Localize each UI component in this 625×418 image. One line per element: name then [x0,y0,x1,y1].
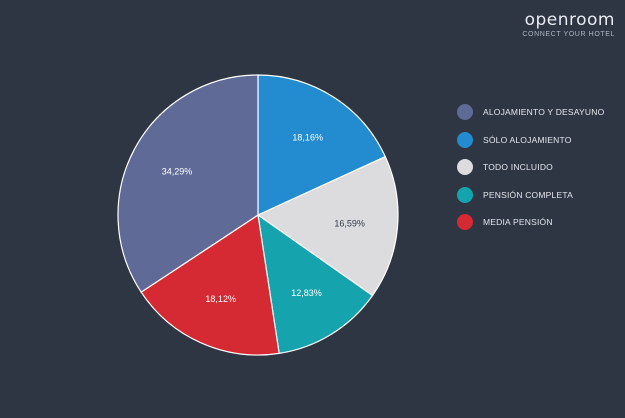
slice-value-label-4: 34,29% [162,166,193,176]
brand-tagline: CONNECT YOUR HOTEL [522,31,615,38]
legend-item-3: PENSIÓN COMPLETA [457,186,604,204]
slice-value-label-0: 18,16% [292,133,323,143]
legend-item-4: MEDIA PENSIÓN [457,213,604,231]
slice-value-label-1: 16,59% [334,218,365,228]
legend-item-2: TODO INCLUIDO [457,158,604,176]
legend-label: PENSIÓN COMPLETA [483,189,573,200]
legend-label: SÓLO ALOJAMIENTO [483,134,572,145]
pie-slice-2 [257,214,374,354]
brand-name: openroom [524,10,615,30]
chart-legend: ALOJAMIENTO Y DESAYUNO SÓLO ALOJAMIENTO TO… [457,103,604,241]
legend-item-1: SÓLO ALOJAMIENTO [457,131,604,149]
pie-slice-4 [117,74,259,293]
legend-label: ALOJAMIENTO Y DESAYUNO [483,107,605,117]
pie-slice-1 [257,156,399,297]
slice-value-label-3: 18,12% [205,294,236,304]
pie-slice-3 [140,214,280,356]
legend-swatch [457,131,473,148]
legend-label: MEDIA PENSIÓN [483,217,553,227]
legend-swatch [457,186,473,203]
legend-swatch [457,104,473,120]
pie-slice-0 [257,74,386,216]
legend-label: TODO INCLUIDO [483,162,553,172]
legend-item-0: ALOJAMIENTO Y DESAYUNO [457,103,604,121]
legend-swatch [457,159,473,175]
brand-logo: openroom CONNECT YOUR HOTEL [495,12,615,39]
slice-value-label-2: 12,83% [291,288,322,298]
legend-swatch [457,214,473,230]
